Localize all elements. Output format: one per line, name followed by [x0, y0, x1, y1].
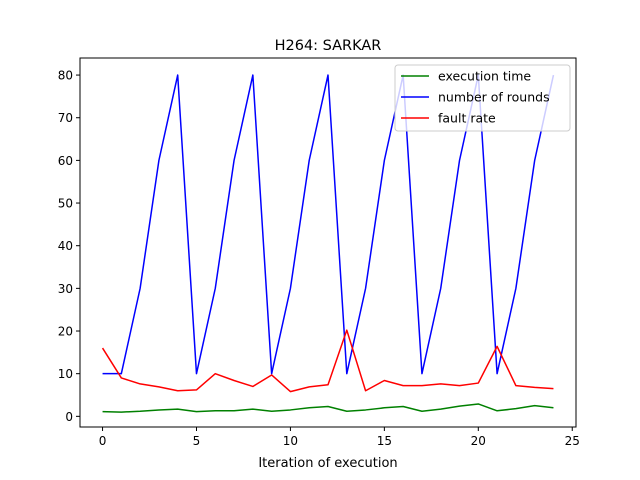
x-axis-label: Iteration of execution: [258, 456, 397, 471]
x-tick-label: 5: [193, 434, 201, 448]
x-tick-label: 10: [283, 434, 298, 448]
y-tick-label: 30: [58, 282, 73, 296]
series-line-execution-time: [102, 403, 554, 413]
y-tick-label: 0: [65, 410, 73, 424]
axes-frame: [79, 57, 577, 428]
legend-label: number of rounds: [438, 90, 550, 105]
legend-label: execution time: [438, 69, 531, 84]
y-tick-label: 80: [58, 69, 73, 83]
x-tick-label: 0: [99, 434, 107, 448]
x-tick-label: 15: [377, 434, 392, 448]
series-line-fault-rate: [101, 329, 554, 393]
y-tick-label: 60: [58, 154, 73, 168]
x-tick-label: 20: [471, 434, 486, 448]
y-tick-label: 20: [58, 325, 73, 339]
x-axis-ticks: 0 5 10 15 20 25: [99, 427, 580, 448]
chart-title: H264: SARKAR: [275, 38, 382, 54]
y-tick-label: 70: [58, 111, 73, 125]
y-tick-label: 50: [58, 197, 73, 211]
legend: execution time number of rounds fault rate: [394, 64, 571, 132]
y-tick-label: 10: [58, 367, 73, 381]
legend-box: [394, 64, 571, 132]
x-tick-label: 25: [565, 434, 580, 448]
y-axis-ticks: 0 10 20 30 40 50 60 70 80: [58, 69, 80, 424]
legend-label: fault rate: [438, 111, 496, 126]
y-tick-label: 40: [58, 239, 73, 253]
